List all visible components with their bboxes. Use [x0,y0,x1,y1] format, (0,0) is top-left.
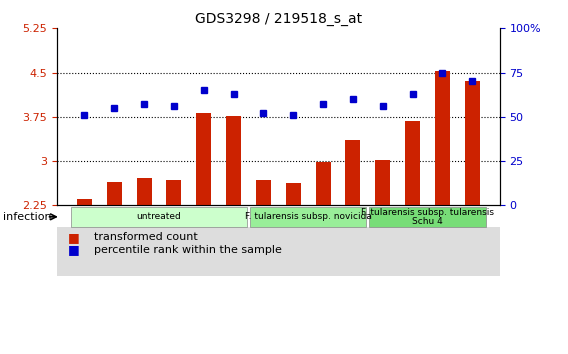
Bar [197,113,211,205]
Text: F. tularensis subsp. novicida: F. tularensis subsp. novicida [245,212,371,221]
Bar [256,180,271,205]
Bar [405,121,420,205]
Bar [137,178,152,205]
Bar [286,183,300,205]
Text: Schu 4: Schu 4 [412,217,443,225]
Bar [465,81,480,205]
Text: ■: ■ [68,243,80,256]
Bar [166,180,181,205]
Text: F. tularensis subsp. tularensis: F. tularensis subsp. tularensis [361,208,494,217]
Bar [316,162,331,205]
Bar [226,116,241,205]
Title: GDS3298 / 219518_s_at: GDS3298 / 219518_s_at [195,12,362,26]
Bar [435,72,450,205]
Bar [345,141,360,205]
Bar [77,199,92,205]
Bar [375,160,390,205]
Text: untreated: untreated [137,212,181,221]
Text: transformed count: transformed count [94,232,198,242]
Text: percentile rank within the sample: percentile rank within the sample [94,245,282,255]
Bar [107,182,122,205]
Text: infection: infection [3,212,52,222]
Text: ■: ■ [68,231,80,244]
